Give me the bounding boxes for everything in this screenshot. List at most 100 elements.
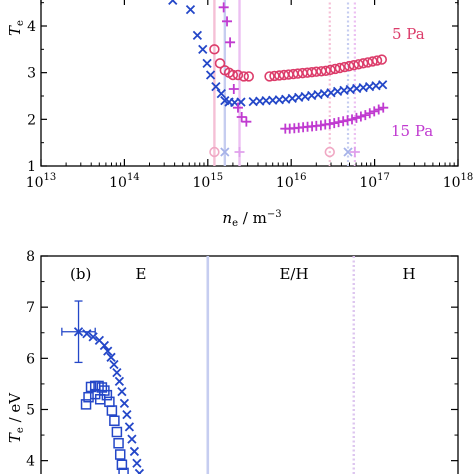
y-tick-label: 4 — [26, 454, 35, 470]
data-point-series-2 — [355, 111, 366, 122]
data-point-series-2 — [241, 116, 252, 127]
threshold-marker — [220, 147, 230, 157]
panel-a-y-axis-title: Te — [6, 20, 26, 36]
y-axis-symbol: T — [6, 25, 24, 36]
x-axis-subscript: e — [232, 218, 238, 229]
data-point-series-0 — [209, 44, 220, 55]
data-point-series-0 — [114, 376, 125, 386]
data-point-series-2 — [351, 112, 362, 123]
panel-a-threshold-markers — [209, 146, 360, 158]
data-point-series-0 — [117, 386, 127, 397]
data-point-series-1 — [192, 30, 203, 40]
data-point-series-2 — [369, 106, 380, 117]
data-point-series-0 — [325, 64, 336, 76]
data-point-series-0 — [339, 61, 350, 73]
x-tick-label: 1016 — [276, 172, 307, 191]
data-point-series-2 — [373, 104, 384, 115]
data-point-series-1 — [202, 58, 212, 68]
data-point-series-0 — [119, 398, 130, 408]
data-point-series-0 — [232, 69, 244, 81]
data-point-series-2 — [364, 108, 375, 119]
data-point-series-0 — [99, 340, 110, 351]
data-point-series-0 — [320, 65, 332, 77]
data-point-series-0 — [330, 63, 341, 75]
panel-b-frame — [40, 255, 459, 474]
data-point-series-0 — [344, 60, 355, 72]
panel-a-x-axis-title: ne / m−3 — [222, 209, 281, 229]
data-point-series-2 — [360, 110, 371, 121]
threshold-marker — [343, 147, 353, 157]
data-point-series-2 — [342, 115, 353, 126]
data-point-series-2 — [315, 120, 326, 131]
panel-b-error-bar — [61, 300, 96, 364]
data-point-series-0 — [238, 71, 249, 82]
data-point-series-0 — [353, 59, 364, 70]
data-point-series-2 — [218, 2, 229, 13]
threshold-marker — [209, 146, 220, 158]
data-point-series-0 — [371, 55, 383, 66]
data-point-series-2 — [378, 102, 389, 113]
data-point-series-0 — [334, 62, 346, 74]
data-point-series-1 — [168, 0, 178, 5]
x-tick-label: 1014 — [109, 172, 140, 191]
data-point-series-0 — [227, 69, 239, 81]
panel-a-data-points — [168, 0, 389, 134]
y-axis-unit: / eV — [6, 392, 24, 427]
panel-a-frame — [40, 0, 459, 167]
data-point-series-2 — [329, 118, 340, 129]
data-point-series-1 — [104, 396, 115, 408]
data-point-series-1 — [94, 394, 106, 405]
panel-label-b: (b) — [70, 265, 91, 283]
region-label-e: E — [136, 265, 147, 283]
data-point-series-0 — [376, 54, 388, 65]
data-point-series-0 — [269, 70, 280, 82]
data-point-series-0 — [106, 352, 116, 362]
data-point-series-0 — [348, 59, 360, 71]
panel-a-transition-lines — [213, 0, 356, 166]
data-point-series-1 — [109, 415, 120, 426]
data-point-series-1 — [118, 467, 129, 474]
x-axis-symbol: n — [222, 209, 232, 227]
series-label-5pa: 5 Pa — [392, 25, 425, 43]
data-point-series-0 — [214, 58, 226, 69]
data-point-series-0 — [134, 468, 145, 474]
x-tick-label: 1013 — [26, 172, 57, 191]
data-point-series-0 — [129, 446, 140, 457]
threshold-marker — [234, 147, 245, 157]
panel-a-x-ticks: 1013 1014 1015 1016 1017 1018 — [26, 0, 473, 191]
data-point-series-1 — [113, 438, 124, 449]
y-axis-symbol: T — [6, 432, 24, 443]
panel-b-data-points — [73, 327, 145, 474]
data-point-series-2 — [338, 116, 349, 127]
x-tick-label: 1017 — [359, 172, 390, 191]
region-label-eh: E/H — [279, 265, 308, 283]
region-label-h: H — [402, 265, 415, 283]
data-point-series-0 — [243, 71, 254, 82]
data-point-series-2 — [333, 117, 344, 128]
x-axis-unit: / m — [238, 209, 267, 227]
data-point-series-1 — [185, 5, 196, 15]
data-point-series-1 — [116, 459, 128, 470]
data-point-series-2 — [225, 37, 236, 48]
data-point-series-1 — [326, 88, 336, 98]
panel-b-transition-lines — [206, 256, 355, 474]
y-tick-label: 6 — [26, 351, 35, 367]
y-axis-subscript: e — [15, 427, 26, 433]
data-point-series-1 — [106, 405, 118, 416]
y-tick-label: 7 — [26, 300, 35, 316]
y-tick-label: 3 — [27, 66, 36, 82]
panel-a-y-ticks: 1 2 3 4 — [27, 2, 458, 175]
panel-b: 4 5 6 7 8 (b) E E/H H Te / eV — [6, 249, 459, 474]
panel-b-y-axis-title: Te / eV — [6, 392, 26, 443]
data-point-series-0 — [127, 434, 137, 444]
data-point-series-1 — [83, 391, 94, 403]
data-point-series-2 — [228, 84, 239, 94]
threshold-marker — [324, 146, 335, 158]
data-point-series-2 — [236, 112, 247, 122]
data-point-series-1 — [216, 89, 226, 99]
data-point-series-1 — [378, 80, 388, 90]
panel-b-y-ticks: 4 5 6 7 8 — [26, 249, 458, 470]
data-point-series-0 — [109, 359, 119, 370]
data-point-series-2 — [232, 102, 243, 113]
